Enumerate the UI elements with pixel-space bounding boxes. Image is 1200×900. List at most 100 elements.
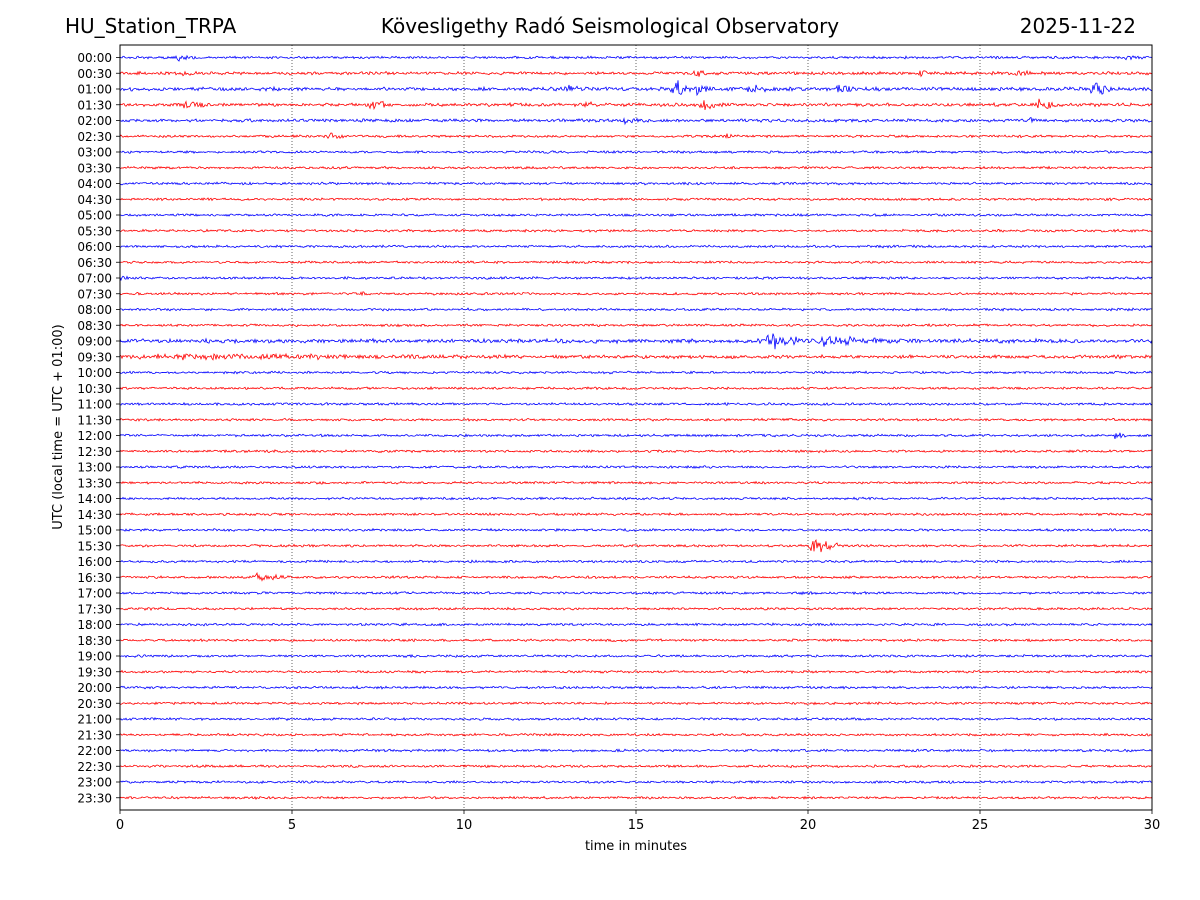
y-tick-label: 03:00: [77, 146, 112, 160]
trace-0730: [119, 291, 1153, 297]
trace-1900: [119, 653, 1153, 659]
y-tick-label: 04:30: [77, 193, 112, 207]
trace-2300: [119, 779, 1153, 785]
observatory-title: Kövesligethy Radó Seismological Observat…: [380, 14, 840, 38]
trace-1530: [119, 539, 1153, 553]
y-tick-label: 21:30: [77, 728, 112, 742]
y-tick-label: 06:00: [77, 240, 112, 254]
trace-1400: [119, 496, 1153, 501]
y-tick-label: 01:30: [77, 98, 112, 112]
trace-1000: [119, 370, 1153, 375]
y-tick-label: 10:30: [77, 382, 112, 396]
trace-0800: [119, 307, 1153, 312]
y-axis-label: UTC (local time = UTC + 01:00): [51, 324, 66, 529]
y-tick-label: 11:00: [77, 398, 112, 412]
y-tick-label: 09:30: [77, 350, 112, 364]
trace-1330: [119, 480, 1153, 485]
trace-1600: [119, 559, 1153, 564]
y-tick-label: 12:00: [77, 429, 112, 443]
y-tick-label: 10:00: [77, 366, 112, 380]
trace-1700: [119, 590, 1153, 596]
x-tick-label: 5: [288, 818, 296, 833]
trace-2200: [119, 748, 1153, 753]
y-tick-label: 19:30: [77, 665, 112, 679]
y-tick-label: 05:30: [77, 224, 112, 238]
trace-0700: [119, 275, 1153, 282]
y-tick-label: 17:30: [77, 602, 112, 616]
y-tick-label: 18:30: [77, 634, 112, 648]
y-tick-label: 11:30: [77, 413, 112, 427]
y-tick-label: 12:30: [77, 445, 112, 459]
trace-0030: [119, 69, 1153, 78]
trace-0200: [119, 116, 1153, 126]
y-tick-label: 21:00: [77, 713, 112, 727]
x-axis-label: time in minutes: [585, 839, 687, 854]
trace-0430: [119, 197, 1153, 202]
y-tick-label: 16:00: [77, 555, 112, 569]
trace-2030: [119, 701, 1153, 706]
x-tick-label: 10: [456, 818, 473, 833]
y-tick-label: 13:30: [77, 476, 112, 490]
trace-0630: [119, 260, 1153, 265]
y-tick-label: 09:00: [77, 335, 112, 349]
x-tick-label: 20: [800, 818, 817, 833]
y-tick-label: 01:00: [77, 83, 112, 97]
trace-2130: [119, 732, 1153, 737]
y-tick-label: 17:00: [77, 587, 112, 601]
y-tick-label: 13:00: [77, 461, 112, 475]
y-tick-label: 02:30: [77, 130, 112, 144]
y-tick-label: 20:30: [77, 697, 112, 711]
trace-0400: [119, 181, 1153, 186]
y-tick-label: 18:00: [77, 618, 112, 632]
trace-2230: [119, 764, 1153, 769]
trace-0600: [119, 244, 1153, 249]
trace-0000: [119, 54, 1153, 62]
trace-0500: [119, 212, 1153, 218]
y-tick-label: 04:00: [77, 177, 112, 191]
y-tick-label: 05:00: [77, 209, 112, 223]
y-tick-label: 23:00: [77, 776, 112, 790]
trace-1630: [119, 572, 1153, 582]
y-tick-label: 19:00: [77, 650, 112, 664]
trace-0830: [119, 323, 1153, 328]
trace-0900: [119, 333, 1153, 350]
trace-0530: [119, 228, 1153, 233]
y-tick-label: 08:30: [77, 319, 112, 333]
date-title: 2025-11-22: [1019, 14, 1136, 38]
trace-0130: [119, 98, 1153, 111]
trace-2330: [119, 795, 1153, 800]
y-tick-label: 00:30: [77, 67, 112, 81]
trace-0930: [119, 352, 1153, 361]
y-tick-label: 07:30: [77, 287, 112, 301]
station-title: HU_Station_TRPA: [65, 14, 237, 38]
trace-1100: [119, 401, 1153, 407]
y-tick-label: 03:30: [77, 161, 112, 175]
trace-1030: [119, 385, 1153, 391]
x-tick-label: 0: [116, 818, 124, 833]
y-tick-label: 16:30: [77, 571, 112, 585]
trace-1200: [119, 432, 1153, 440]
trace-1500: [119, 527, 1153, 533]
trace-1830: [119, 638, 1153, 643]
y-tick-label: 15:30: [77, 539, 112, 553]
x-tick-label: 25: [972, 818, 989, 833]
trace-2100: [119, 716, 1153, 722]
y-tick-label: 06:30: [77, 256, 112, 270]
trace-1430: [119, 512, 1153, 517]
y-tick-label: 00:00: [77, 51, 112, 65]
trace-1230: [119, 449, 1153, 454]
trace-1730: [119, 606, 1153, 611]
trace-0230: [119, 132, 1153, 140]
y-tick-label: 22:00: [77, 744, 112, 758]
y-tick-label: 20:00: [77, 681, 112, 695]
trace-1300: [119, 464, 1153, 470]
y-tick-label: 02:00: [77, 114, 112, 128]
trace-0300: [119, 149, 1153, 155]
trace-2000: [119, 685, 1153, 690]
y-tick-label: 08:00: [77, 303, 112, 317]
y-tick-label: 22:30: [77, 760, 112, 774]
trace-1130: [119, 417, 1153, 422]
y-tick-label: 15:00: [77, 524, 112, 538]
x-tick-label: 15: [628, 818, 645, 833]
